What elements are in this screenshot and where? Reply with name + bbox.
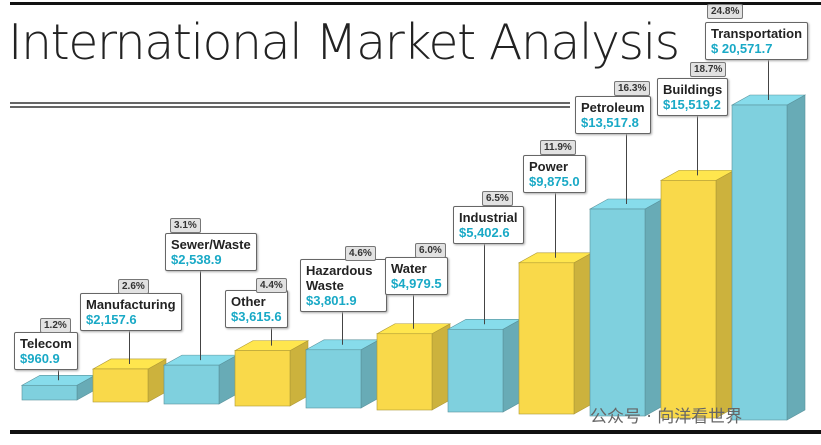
category-label: Power — [529, 159, 569, 174]
bar-side — [289, 340, 309, 407]
category-label: Buildings — [663, 82, 723, 97]
category-label: Sewer/Waste — [171, 237, 251, 252]
callout: Buildings $15,519.2 — [657, 78, 729, 116]
callout: Other $3,615.6 — [225, 290, 288, 328]
category-label: Hazardous Waste — [306, 263, 373, 293]
callout: Telecom $960.9 — [14, 332, 78, 370]
bar-side — [715, 169, 735, 419]
value-label: $9,875.0 — [529, 174, 580, 189]
bar — [21, 384, 78, 401]
value-label: $3,615.6 — [231, 309, 282, 324]
category-label: Transportation — [711, 26, 803, 41]
bar-side — [431, 323, 451, 411]
share-label: 11.9% — [540, 140, 576, 155]
value-label: $4,979.5 — [391, 276, 442, 291]
category-label: Water — [391, 261, 427, 276]
share-label: 4.6% — [345, 246, 376, 261]
callout: Petroleum $13,517.8 — [575, 96, 651, 134]
bar — [376, 333, 433, 411]
chart-title: International Market Analysis — [8, 14, 680, 71]
share-label: 6.0% — [415, 243, 446, 258]
category-label: Telecom — [20, 336, 72, 351]
value-label: $2,157.6 — [86, 312, 137, 327]
bar — [234, 350, 291, 407]
bar — [589, 208, 646, 417]
share-label: 1.2% — [40, 318, 71, 333]
callout: Power $9,875.0 — [523, 155, 586, 193]
bar — [518, 262, 575, 415]
bar-side — [644, 198, 664, 417]
callout: Transportation $ 20,571.7 — [705, 22, 809, 60]
share-label: 2.6% — [118, 279, 149, 294]
bar-side — [573, 252, 593, 415]
leaders — [58, 60, 769, 381]
bar — [731, 104, 788, 421]
top-rule — [10, 2, 821, 5]
value-label: $5,402.6 — [459, 225, 510, 240]
bar-side — [502, 318, 522, 413]
share-label: 16.3% — [614, 81, 651, 96]
value-label: $13,517.8 — [581, 115, 639, 130]
value-label: $ 20,571.7 — [711, 41, 773, 56]
bar — [163, 364, 220, 405]
value-label: $2,538.9 — [171, 252, 222, 267]
share-label: 3.1% — [170, 218, 201, 233]
bar — [447, 328, 504, 413]
callout: Manufacturing $2,157.6 — [80, 293, 182, 331]
bottom-rule — [10, 430, 821, 434]
share-label: 24.8% — [707, 4, 744, 19]
share-label: 6.5% — [482, 191, 513, 206]
share-label: 4.4% — [256, 278, 287, 293]
category-label: Petroleum — [581, 100, 645, 115]
callout: Hazardous Waste $3,801.9 — [300, 259, 387, 312]
bar — [305, 349, 362, 409]
callout: Water $4,979.5 — [385, 257, 448, 295]
callout: Industrial $5,402.6 — [453, 206, 524, 244]
watermark: 公众号 · 向洋看世界 — [590, 407, 743, 427]
value-label: $960.9 — [20, 351, 60, 366]
callout: Sewer/Waste $2,538.9 — [165, 233, 257, 271]
value-label: $3,801.9 — [306, 293, 357, 308]
share-label: 18.7% — [690, 62, 727, 77]
bar — [660, 180, 717, 419]
category-label: Industrial — [459, 210, 518, 225]
bar — [92, 368, 149, 403]
value-label: $15,519.2 — [663, 97, 721, 112]
category-label: Other — [231, 294, 266, 309]
bar-side — [360, 339, 380, 409]
category-label: Manufacturing — [86, 297, 176, 312]
bar-side — [786, 94, 806, 421]
